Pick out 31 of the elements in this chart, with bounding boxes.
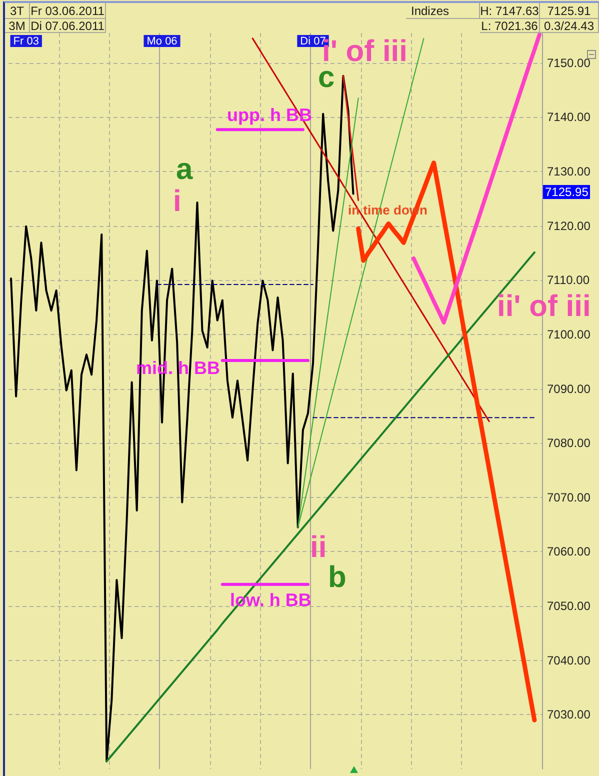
y-tick-label: 7050.00 <box>547 599 591 614</box>
y-tick-label: 7150.00 <box>547 56 591 70</box>
annotation: a <box>176 153 193 186</box>
text: 3T <box>10 4 24 18</box>
text: 3M <box>8 19 26 33</box>
x-tick-label: Mo 06 <box>146 36 178 48</box>
annotation: c <box>318 61 335 94</box>
y-tick-label: 7140.00 <box>547 110 591 124</box>
y-tick-label: 7130.00 <box>547 164 591 179</box>
y-tick-label: 7040.00 <box>547 653 591 668</box>
text: 0.3/24.43 <box>544 19 594 33</box>
text: H: 7147.63 <box>480 4 539 18</box>
annotation: ii <box>310 531 327 564</box>
text: Fr 03.06.2011 <box>30 4 104 18</box>
text: L: 7021.36 <box>481 19 538 33</box>
text: 7125.91 <box>547 4 591 18</box>
y-tick-label: 7110.00 <box>547 273 590 288</box>
annotation: i <box>173 185 182 218</box>
annotation: b <box>328 561 346 594</box>
y-tick-label: 7070.00 <box>547 490 591 504</box>
y-tick-label: 7090.00 <box>547 382 591 396</box>
y-tick-label: 7060.00 <box>547 544 591 559</box>
annotation: ii' of iii <box>497 290 591 323</box>
y-tick-label: 7030.00 <box>547 708 591 722</box>
text: 7125.95 <box>543 185 590 199</box>
y-tick-label: 7120.00 <box>547 218 591 233</box>
text: Indizes <box>411 4 450 18</box>
y-tick-label: 7080.00 <box>547 436 591 450</box>
y-tick-label: 7100.00 <box>547 327 591 342</box>
text: Di 07.06.2011 <box>30 19 104 33</box>
x-tick-label: Fr 03 <box>13 36 39 48</box>
